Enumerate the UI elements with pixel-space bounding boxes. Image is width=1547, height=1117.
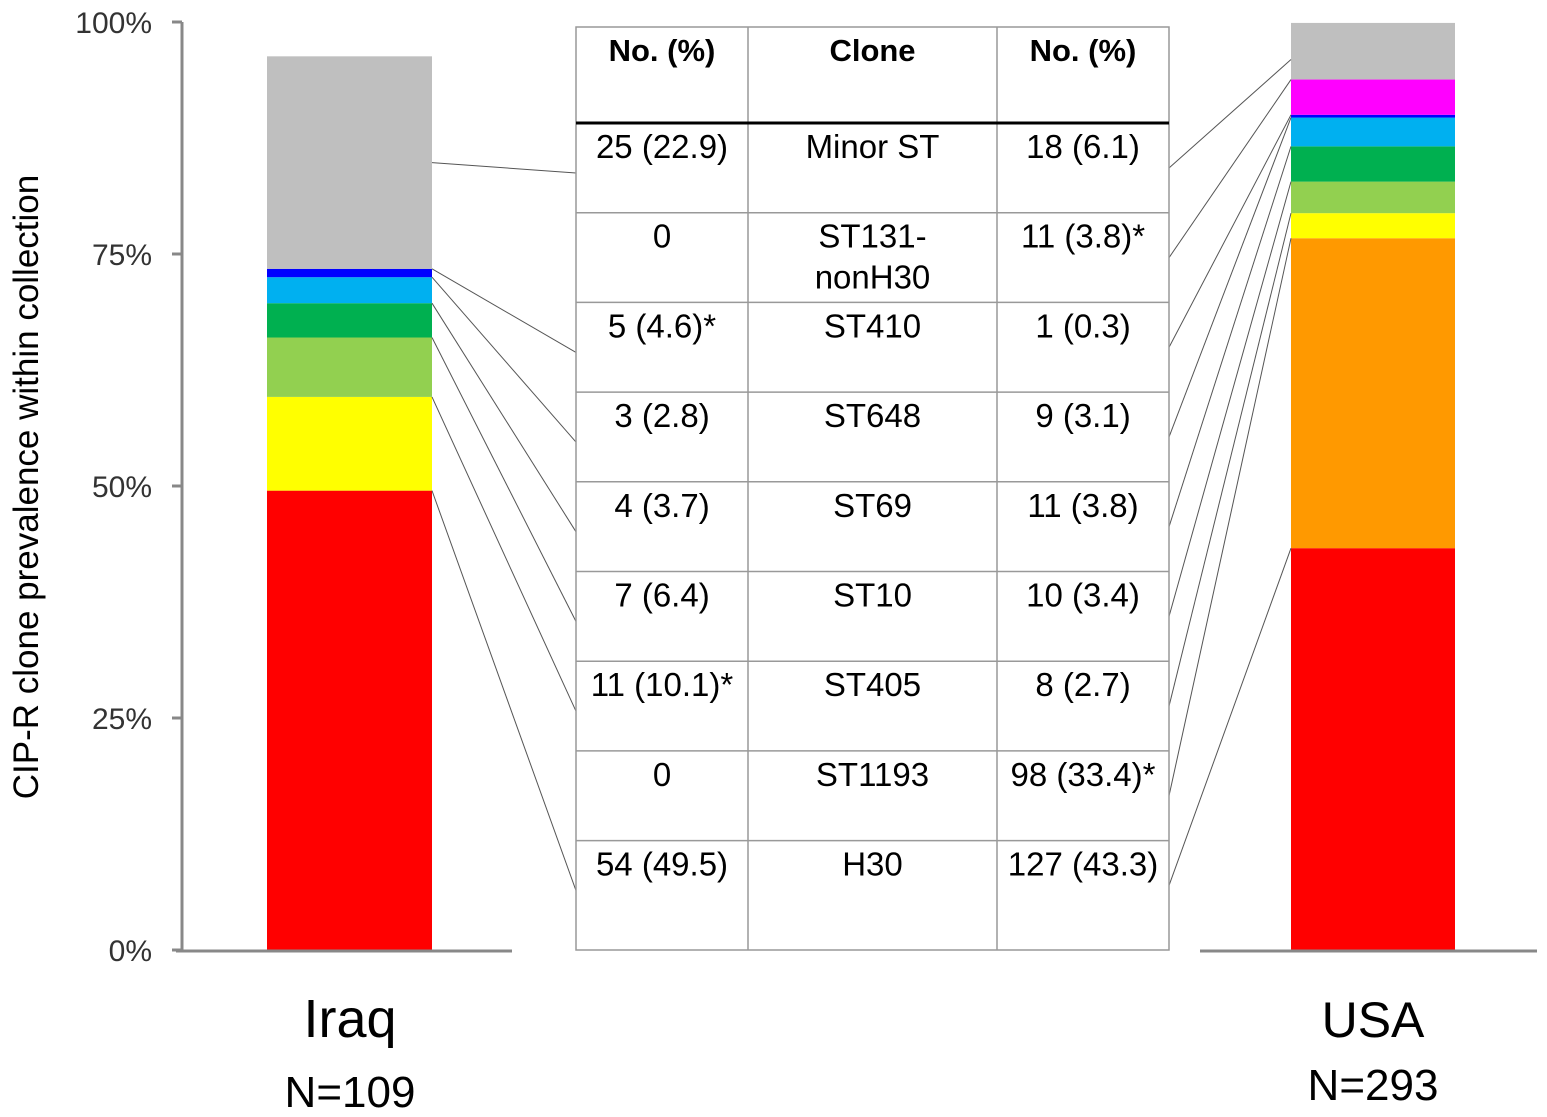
- connector-usa: [1168, 181, 1292, 617]
- table-cell: 3 (2.8): [614, 397, 709, 434]
- y-tick-label: 0%: [109, 935, 152, 968]
- bar-usa: [1291, 22, 1455, 950]
- table-cell: 4 (3.7): [614, 487, 709, 524]
- y-tick-label: 100%: [75, 7, 152, 40]
- stacked-bars: Iraq N=109 USA N=293: [176, 22, 1537, 1117]
- bar-segment-iraq-st648: [267, 277, 432, 304]
- bar-segment-usa-st131-nonh30: [1291, 79, 1455, 115]
- table-row: 11 (10.1)* ST405 8 (2.7): [591, 666, 1131, 703]
- y-axis: 0% 25% 50% 75% 100%: [75, 7, 184, 968]
- bar-segment-usa-h30: [1291, 548, 1455, 950]
- table-cell: 18 (6.1): [1026, 128, 1140, 165]
- connector-iraq: [431, 302, 577, 533]
- table-row: 4 (3.7) ST69 11 (3.8): [614, 487, 1138, 524]
- clone-table: No. (%) Clone No. (%) 25 (22.9) Minor ST 18 (…: [575, 26, 1170, 951]
- connector-iraq: [431, 162, 577, 174]
- table-cell: ST410: [824, 307, 921, 344]
- bar-segment-usa-st410: [1291, 114, 1455, 118]
- table-cell: 11 (3.8)*: [1021, 218, 1145, 255]
- table-cell: 8 (2.7): [1035, 666, 1130, 703]
- bar-segment-usa-st1193: [1291, 238, 1455, 549]
- connector-usa: [1168, 114, 1292, 348]
- table-header-cell: No. (%): [609, 33, 716, 68]
- table-cell: 98 (33.4)*: [1011, 756, 1156, 793]
- connector-usa: [1168, 79, 1292, 258]
- table-cell: 54 (49.5): [596, 846, 728, 883]
- connector-usa: [1168, 146, 1292, 527]
- connector-iraq: [431, 276, 577, 443]
- bar-segment-usa-minor-st: [1291, 22, 1455, 80]
- table-row: 3 (2.8) ST648 9 (3.1): [614, 397, 1130, 434]
- bar-segment-iraq-st10: [267, 337, 432, 397]
- bar-n-iraq: N=109: [285, 1068, 416, 1117]
- bar-label-usa: USA: [1322, 992, 1425, 1048]
- table-row: 0 ST131-nonH30 11 (3.8)*: [653, 218, 1145, 296]
- table-cell: 0: [653, 218, 671, 255]
- table-cell: ST69: [833, 487, 912, 524]
- table-border: [575, 26, 1170, 951]
- connector-usa: [1168, 548, 1292, 886]
- table-header-row: No. (%) Clone No. (%): [609, 33, 1137, 68]
- bar-segment-usa-st405: [1291, 213, 1455, 239]
- connector-usa: [1168, 238, 1292, 797]
- table-row: 0 ST1193 98 (33.4)*: [653, 756, 1156, 793]
- table-cell: Minor ST: [806, 128, 940, 165]
- bar-label-iraq: Iraq: [303, 989, 396, 1049]
- table-row: 5 (4.6)* ST410 1 (0.3): [608, 307, 1131, 344]
- table-cell: 11 (10.1)*: [591, 666, 734, 703]
- table-cell: 11 (3.8): [1027, 487, 1138, 524]
- bar-segment-iraq-minor-st: [267, 56, 432, 269]
- table-cell: ST405: [824, 666, 921, 703]
- table-cell: 25 (22.9): [596, 128, 728, 165]
- bar-segment-usa-st10: [1291, 181, 1455, 214]
- connector-usa: [1168, 213, 1292, 707]
- connector-usa: [1168, 117, 1292, 438]
- table-header-cell: Clone: [829, 33, 915, 68]
- bar-segment-usa-st648: [1291, 117, 1455, 147]
- bar-segment-iraq-st69: [267, 303, 432, 338]
- table-header-cell: No. (%): [1030, 33, 1137, 68]
- table-cell: ST1193: [816, 756, 929, 793]
- table-cell: ST648: [824, 397, 921, 434]
- bar-iraq: [267, 56, 432, 950]
- y-tick-label: 50%: [92, 471, 152, 504]
- table-cell: H30: [842, 846, 903, 883]
- table-cell: 1 (0.3): [1035, 307, 1130, 344]
- connector-iraq: [431, 337, 577, 622]
- table-cell: 7 (6.4): [614, 577, 709, 614]
- bar-segment-iraq-h30: [267, 490, 432, 950]
- table-cell: 9 (3.1): [1035, 397, 1130, 434]
- table-row: 7 (6.4) ST10 10 (3.4): [614, 577, 1140, 614]
- table-row: 25 (22.9) Minor ST 18 (6.1): [596, 128, 1140, 165]
- table-cell: 5 (4.6)*: [608, 307, 716, 344]
- connector-iraq: [431, 396, 577, 712]
- y-tick-label: 25%: [92, 703, 152, 736]
- table-cell: ST131-nonH30: [815, 218, 931, 296]
- bar-n-usa: N=293: [1308, 1061, 1439, 1110]
- y-tick-label: 75%: [92, 239, 152, 272]
- connector-iraq: [431, 268, 577, 353]
- table-cell: 127 (43.3): [1008, 846, 1158, 883]
- connector-lines: [431, 59, 1292, 891]
- bar-segment-iraq-st410: [267, 268, 432, 278]
- table-cell: 10 (3.4): [1026, 577, 1140, 614]
- connector-usa: [1168, 59, 1292, 169]
- y-axis-label: CIP-R clone prevalence within collection: [7, 175, 46, 799]
- bar-segment-usa-st69: [1291, 146, 1455, 182]
- bar-segment-iraq-st405: [267, 396, 432, 491]
- table-row: 54 (49.5) H30 127 (43.3): [596, 846, 1158, 883]
- connector-iraq: [431, 490, 577, 891]
- table-cell: ST10: [833, 577, 912, 614]
- table-cell: 0: [653, 756, 671, 793]
